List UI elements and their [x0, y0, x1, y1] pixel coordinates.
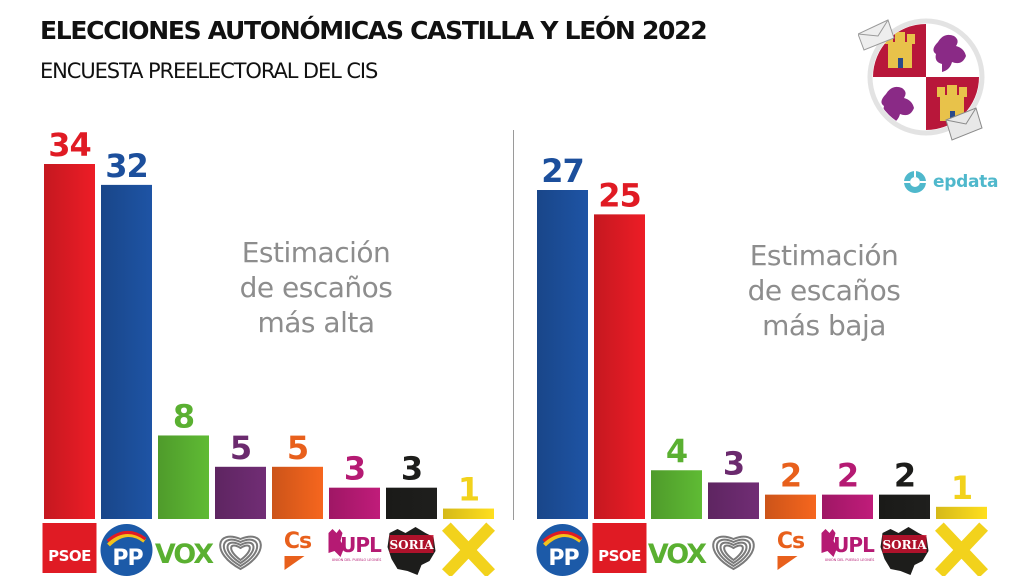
bar-value-label: 3 — [723, 444, 744, 482]
bar-value-label: 4 — [666, 432, 687, 470]
bar-value-label: 2 — [894, 457, 915, 495]
bar-xav — [936, 506, 987, 519]
party-logo-soriaya: SORIA — [880, 527, 929, 575]
vox-logo-text: VOX — [648, 539, 707, 570]
bar-value-label: 3 — [344, 450, 365, 488]
annotation-lowest-estimate: Estimación de escaños más baja — [704, 238, 944, 343]
bar-value-label: 34 — [48, 126, 91, 164]
bar-value-label: 25 — [598, 176, 641, 214]
party-logo-psoe: PSOE — [592, 523, 647, 573]
bar-value-label: 5 — [230, 429, 251, 467]
party-logo-cs: Cs — [284, 529, 313, 570]
annotation-line: de escaños — [747, 274, 901, 307]
upl-subtext: UNIÓN DEL PUEBLO LEONÉS — [332, 557, 382, 562]
upl-subtext: UNIÓN DEL PUEBLO LEONÉS — [825, 557, 875, 562]
bar-value-label: 8 — [173, 397, 194, 435]
bar-psoe — [44, 164, 95, 519]
epdata-text: epdata — [933, 172, 999, 192]
bar-psoe — [594, 214, 645, 520]
bar-value-label: 27 — [541, 152, 584, 190]
party-logo-psoe: PSOE — [42, 523, 97, 573]
soria-logo-text: SORIA — [882, 538, 927, 552]
bar-cs — [272, 466, 323, 519]
bar-podemosiu — [708, 482, 759, 519]
upl-logo-text: UPL — [833, 533, 875, 557]
bar-value-label: 1 — [951, 469, 972, 507]
bar-value-label: 3 — [401, 450, 422, 488]
annotation-line: de escaños — [239, 271, 393, 304]
bar-soriaya — [386, 487, 437, 519]
chart-subtitle: ENCUESTA PREELECTORAL DEL CIS — [40, 59, 378, 83]
cs-logo-text: Cs — [284, 529, 312, 554]
panel-divider — [513, 130, 514, 520]
bar-soriaya — [879, 494, 930, 519]
bar-value-label: 5 — [287, 429, 308, 467]
bar-xav — [443, 508, 494, 519]
bar-podemosiu — [215, 466, 266, 519]
soria-logo-text: SORIA — [389, 538, 434, 552]
party-logo-xav — [935, 522, 988, 576]
party-logo-soriaya: SORIA — [387, 527, 436, 575]
bar-pp — [537, 190, 588, 519]
party-logo-pp: PP — [536, 524, 589, 576]
bar-value-label: 2 — [780, 457, 801, 495]
bar-pp — [101, 184, 152, 519]
psoe-logo-text: PSOE — [598, 547, 641, 565]
bar-cs — [765, 494, 816, 519]
bar-value-label: 1 — [458, 471, 479, 509]
epdata-icon — [904, 171, 926, 193]
annotation-line: Estimación — [241, 236, 391, 269]
psoe-logo-text: PSOE — [48, 547, 91, 565]
pp-logo-text: PP — [112, 546, 143, 571]
castilla-leon-emblem-icon — [858, 18, 985, 141]
upl-logo-text: UPL — [340, 533, 382, 557]
bar-upl — [329, 487, 380, 519]
bar-vox — [651, 470, 702, 519]
pp-logo-text: PP — [548, 546, 579, 571]
annotation-highest-estimate: Estimación de escaños más alta — [196, 235, 436, 340]
party-logo-vox: VOX — [155, 539, 216, 570]
bar-value-label: 2 — [837, 457, 858, 495]
annotation-line: más alta — [257, 306, 376, 339]
party-logo-podemosiu — [219, 535, 262, 571]
party-logo-podemosiu — [712, 535, 755, 571]
party-logo-vox: VOX — [648, 539, 709, 570]
chart-title: ELECCIONES AUTONÓMICAS CASTILLA Y LEÓN 2… — [40, 16, 708, 45]
bar-upl — [822, 494, 873, 519]
epdata-logo: epdata — [903, 170, 998, 194]
party-logo-cs: Cs — [777, 529, 806, 570]
cs-logo-text: Cs — [777, 529, 805, 554]
bar-vox — [158, 435, 209, 519]
annotation-line: Estimación — [749, 239, 899, 272]
party-logo-xav — [442, 522, 495, 576]
party-logo-pp: PP — [100, 524, 153, 576]
annotation-line: más baja — [762, 309, 886, 342]
bar-value-label: 32 — [105, 147, 148, 185]
vox-logo-text: VOX — [155, 539, 214, 570]
